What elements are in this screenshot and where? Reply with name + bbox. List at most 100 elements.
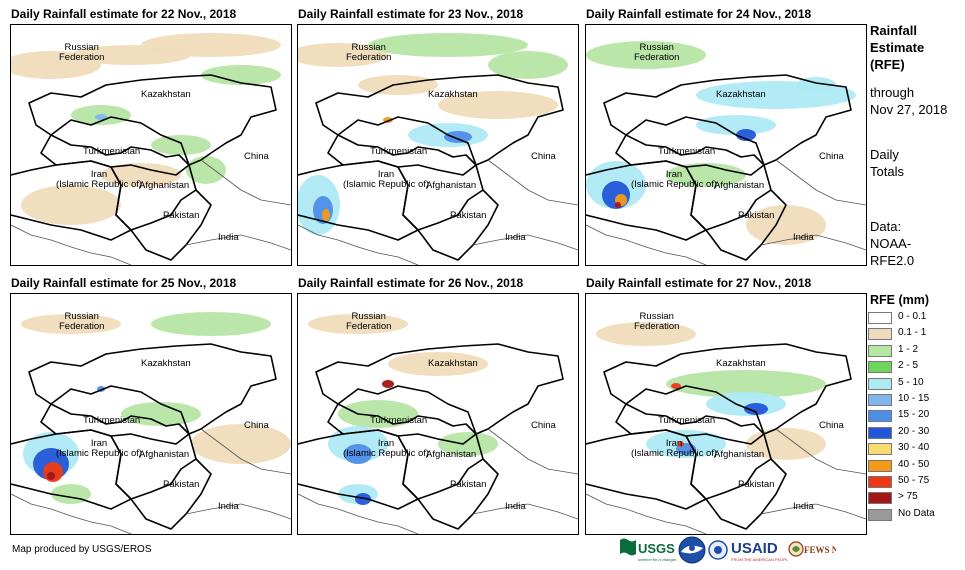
noaa-logo [678, 536, 706, 564]
legend-label: 0 - 0.1 [898, 311, 927, 322]
country-border [28, 74, 277, 166]
country-border [298, 429, 419, 510]
label-iran: Iran (Islamic Republic of) [631, 169, 718, 190]
label-russia: Russian Federation [634, 42, 680, 63]
legend-swatch [868, 393, 892, 406]
country-border [337, 116, 477, 166]
panel-title-22: Daily Rainfall estimate for 22 Nov., 201… [11, 7, 237, 21]
legend-swatch [868, 508, 892, 521]
legend-swatch [868, 328, 892, 341]
daily-totals: Daily Totals [870, 147, 904, 179]
legend-label: 10 - 15 [898, 392, 930, 404]
rainfall-area [47, 472, 55, 480]
svg-text:USAID: USAID [731, 540, 778, 557]
label-russia: Russian Federation [59, 311, 105, 332]
label-russia: Russian Federation [346, 42, 392, 63]
rainfall-layer [308, 314, 498, 505]
legend-swatch [868, 459, 892, 472]
label-pakistan: Pakistan [450, 210, 487, 221]
label-india: India [218, 232, 239, 243]
label-china: China [531, 151, 556, 162]
rainfall-area [438, 91, 558, 119]
rainfall-area [671, 383, 681, 389]
legend-swatch [868, 443, 892, 456]
country-border [11, 160, 132, 241]
svg-text:FROM THE AMERICAN PEOPLE: FROM THE AMERICAN PEOPLE [731, 557, 788, 562]
legend-label: 5 - 10 [898, 376, 924, 388]
label-turkmenistan: Turkmenistan [83, 415, 141, 426]
panel-title-26: Daily Rainfall estimate for 26 Nov., 201… [298, 276, 524, 290]
label-kazakhstan: Kazakhstan [716, 89, 766, 100]
label-turkmenistan: Turkmenistan [658, 415, 716, 426]
country-border [337, 385, 477, 435]
svg-text:science for a changing world: science for a changing world [638, 557, 676, 562]
label-china: China [819, 151, 844, 162]
rainfall-area [666, 163, 746, 187]
legend-label: 15 - 20 [898, 409, 930, 421]
rainfall-area [141, 33, 281, 57]
label-russia: Russian Federation [346, 311, 392, 332]
label-kazakhstan: Kazakhstan [428, 89, 478, 100]
rainfall-area [744, 403, 768, 415]
map-panel-27: Russian Federation Kazakhstan Turkmenistan I… [585, 293, 867, 535]
country-border [315, 74, 564, 166]
label-kazakhstan: Kazakhstan [141, 358, 191, 369]
rainfall-area [666, 370, 826, 398]
label-afghanistan: Afghanistan [426, 449, 477, 460]
rainfall-area [596, 322, 696, 346]
rainfall-area [21, 314, 121, 334]
panel-title-23: Daily Rainfall estimate for 23 Nov., 201… [298, 7, 524, 21]
country-border [586, 429, 707, 510]
label-kazakhstan: Kazakhstan [428, 358, 478, 369]
rainfall-area [191, 424, 291, 464]
rainfall-area [488, 51, 568, 79]
map-panel-24: Russian Federation Kazakhstan Turkmenistan I… [585, 24, 867, 266]
rainfall-area [678, 441, 684, 447]
rainfall-area [615, 202, 621, 208]
legend-swatch [868, 361, 892, 374]
legend-label: 50 - 75 [898, 474, 930, 486]
rainfall-area [438, 432, 498, 456]
label-pakistan: Pakistan [163, 479, 200, 490]
map-panel-25: Russian Federation Kazakhstan Turkmenistan I… [10, 293, 292, 535]
rainfall-area [444, 131, 472, 143]
legend-label: No Data [898, 507, 935, 519]
country-border [298, 160, 419, 241]
border-line [775, 159, 866, 206]
border-line [200, 428, 291, 475]
rainfall-area [101, 163, 181, 187]
svg-text:FEWS NET: FEWS NET [804, 545, 836, 555]
fewsnet-logo: FEWS NET [788, 536, 850, 564]
border-line [775, 428, 866, 475]
rainfall-layer [586, 41, 856, 245]
border-line [200, 159, 291, 206]
legend-swatch [868, 426, 892, 439]
legend-swatch [868, 410, 892, 423]
legend-swatch [868, 492, 892, 505]
rainfall-area [308, 314, 408, 334]
label-china: China [244, 151, 269, 162]
label-turkmenistan: Turkmenistan [370, 146, 428, 157]
border-line [472, 503, 578, 520]
usaid-logo: USAID FROM THE AMERICAN PEOPLE [730, 536, 791, 564]
border-line [11, 224, 132, 265]
label-india: India [505, 501, 526, 512]
border-line [298, 493, 419, 534]
rainfall-area [21, 185, 121, 225]
seal-icon [708, 536, 728, 564]
label-india: India [793, 501, 814, 512]
country-border [625, 116, 765, 166]
rainfall-area [736, 129, 756, 141]
border-line [586, 224, 707, 265]
data-source: Data: NOAA- RFE2.0 [870, 219, 915, 268]
border-line [11, 493, 132, 534]
map-panel-23: Russian Federation Kazakhstan Turkmenistan I… [297, 24, 579, 266]
legend-swatch [868, 377, 892, 390]
rainfall-layer [21, 312, 291, 504]
label-russia: Russian Federation [634, 311, 680, 332]
label-pakistan: Pakistan [738, 479, 775, 490]
map-svg [11, 33, 291, 265]
rainfall-area [586, 41, 706, 69]
label-afghanistan: Afghanistan [139, 180, 190, 191]
rainfall-area [121, 402, 201, 426]
